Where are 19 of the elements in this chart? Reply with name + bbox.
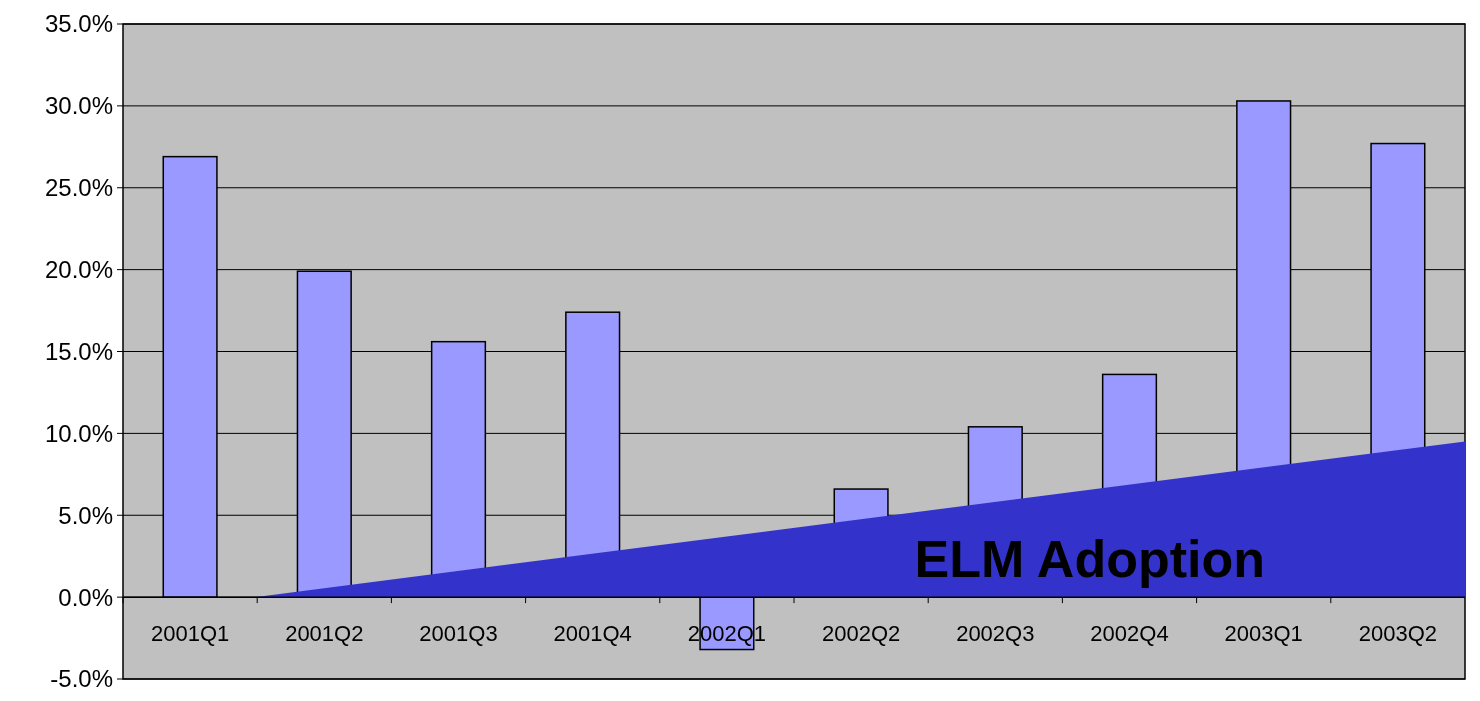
y-tick-label: 20.0% — [44, 256, 113, 284]
x-tick-label: 2001Q2 — [285, 621, 364, 647]
x-tick-label: 2003Q2 — [1358, 621, 1438, 647]
x-tick-label: 2003Q1 — [1224, 621, 1303, 647]
y-tick-label: -5.0% — [50, 665, 113, 693]
x-tick-label: 2001Q3 — [419, 621, 498, 647]
x-tick-label: 2002Q2 — [821, 621, 901, 647]
y-tick-label: 25.0% — [44, 174, 113, 202]
y-tick-label: 5.0% — [58, 501, 113, 529]
x-tick-label: 2001Q4 — [553, 621, 632, 647]
y-tick-label: 35.0% — [44, 10, 113, 38]
y-tick-label: 30.0% — [44, 92, 113, 120]
annotation: ELM Adoption — [914, 530, 1265, 589]
y-tick-label: 10.0% — [44, 419, 113, 447]
y-tick-label: 0.0% — [58, 583, 113, 611]
x-tick-label: 2002Q3 — [956, 621, 1035, 647]
y-tick-label: 15.0% — [44, 337, 113, 365]
x-tick-label: 2001Q1 — [150, 621, 230, 647]
x-tick-label: 2002Q4 — [1090, 621, 1169, 647]
